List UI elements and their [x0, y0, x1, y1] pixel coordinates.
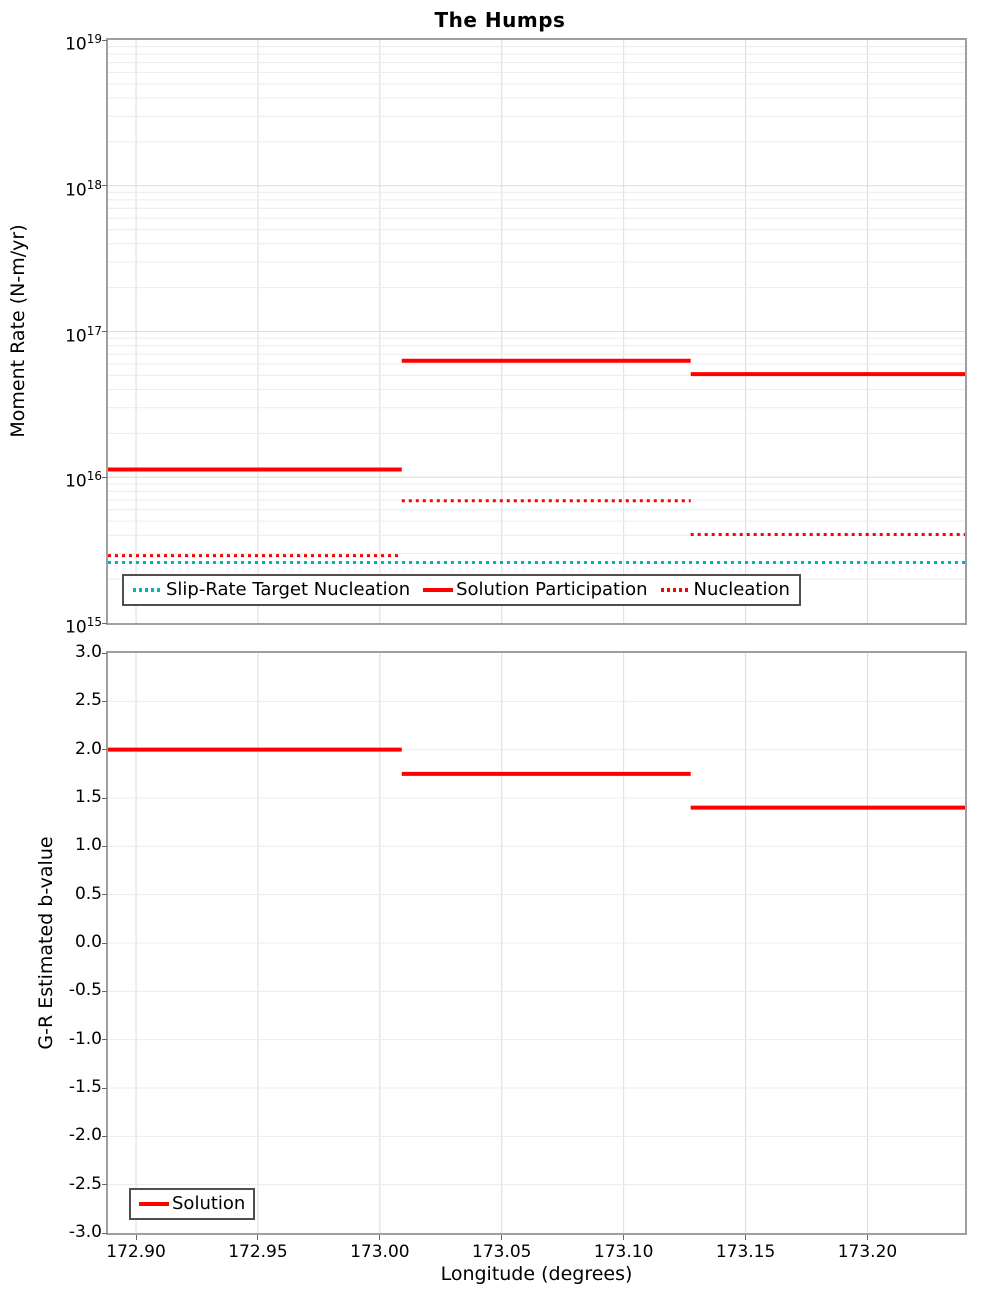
- y-tick-label: 1.5: [74, 787, 102, 807]
- x-axis-label: Longitude (degrees): [440, 1263, 633, 1285]
- y-tick-label: -3.0: [68, 1222, 102, 1242]
- x-tick-mark: [866, 1235, 868, 1240]
- teal-dotted-line-icon: [133, 588, 163, 592]
- b-value-plot-area: [108, 653, 965, 1233]
- y-tick-label: 1018: [65, 177, 102, 201]
- x-tick-mark: [745, 1235, 747, 1240]
- x-tick-mark: [379, 1235, 381, 1240]
- legend-b-value: Solution: [129, 1188, 256, 1220]
- y-tick-label: 1015: [65, 615, 102, 638]
- moment-rate-plot: [106, 38, 967, 625]
- x-tick-label: 173.20: [837, 1242, 898, 1262]
- legend-moment-rate: Slip-Rate Target Nucleation Solution Par…: [122, 574, 801, 606]
- x-tick-label: 173.15: [715, 1242, 776, 1262]
- x-tick-label: 172.90: [106, 1242, 166, 1262]
- y-tick-label: 0.5: [74, 883, 102, 904]
- legend-item-slip-rate-target: Slip-Rate Target Nucleation: [133, 578, 410, 602]
- y-tick-label: -2.5: [68, 1173, 102, 1194]
- x-tick-label: 172.95: [228, 1242, 288, 1262]
- b-value-plot: [106, 651, 967, 1235]
- y-tick-label: 2.5: [74, 690, 102, 711]
- legend-label: Solution: [172, 1193, 246, 1214]
- y-tick-label: 1019: [65, 32, 102, 55]
- y-tick-label: -1.0: [68, 1028, 102, 1049]
- x-tick-mark: [623, 1235, 625, 1240]
- y-tick-label: 0.0: [74, 932, 102, 952]
- x-tick-mark: [135, 1235, 137, 1240]
- y-tick-label: 3.0: [74, 642, 102, 662]
- moment-rate-plot-area: [108, 40, 965, 623]
- legend-item-solution: Solution: [139, 1192, 245, 1216]
- x-tick-label: 173.00: [350, 1242, 410, 1262]
- y-tick-label: 1016: [65, 469, 102, 492]
- red-dotted-line-icon: [660, 588, 691, 592]
- legend-label: Nucleation: [693, 579, 790, 600]
- legend-label: Solution Participation: [456, 579, 648, 600]
- x-tick-label: 173.10: [593, 1242, 654, 1262]
- y-axis-label-moment-rate: Moment Rate (N-m/yr): [7, 224, 29, 438]
- chart-title: The Humps: [434, 8, 566, 32]
- y-tick-label: 1.0: [74, 835, 102, 856]
- y-tick-label: -2.0: [68, 1125, 102, 1146]
- x-tick-label: 173.05: [472, 1242, 532, 1262]
- x-tick-mark: [501, 1235, 503, 1240]
- legend-item-solution-participation: Solution Participation: [423, 578, 648, 602]
- x-tick-mark: [257, 1235, 259, 1240]
- legend-item-nucleation: Nucleation: [660, 578, 790, 602]
- y-tick-label: -1.5: [68, 1077, 102, 1097]
- y-tick-label: -0.5: [68, 980, 102, 1001]
- legend-label: Slip-Rate Target Nucleation: [166, 579, 411, 600]
- red-solid-line-icon: [139, 1202, 169, 1206]
- y-axis-label-b-value: G-R Estimated b-value: [35, 836, 57, 1050]
- red-solid-line-icon: [423, 588, 454, 592]
- y-tick-label: 2.0: [74, 738, 102, 759]
